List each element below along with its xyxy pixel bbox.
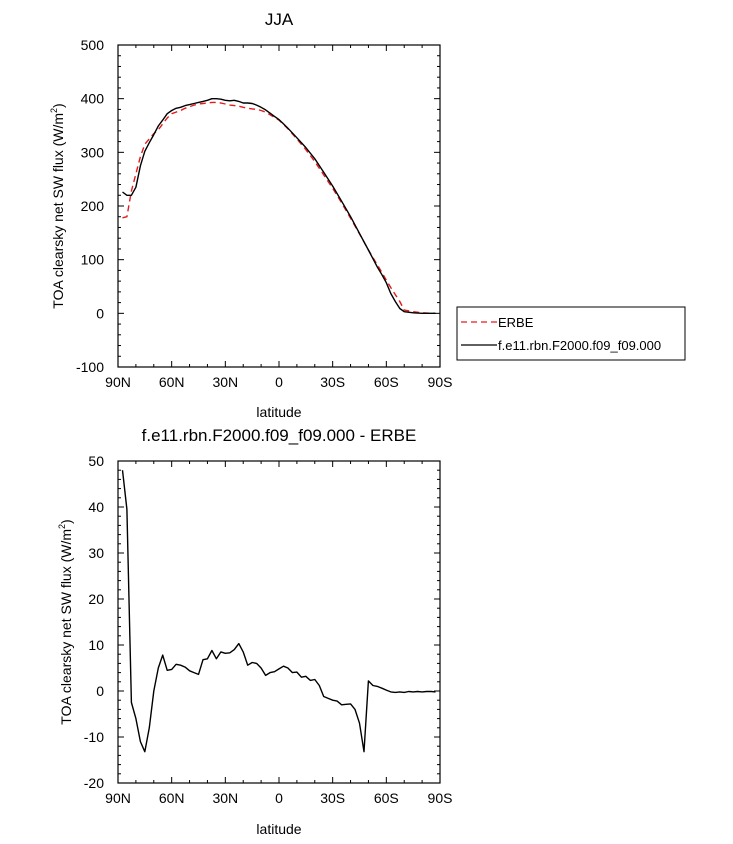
top-chart-legend: ERBE f.e11.rbn.F2000.f09_f09.000 bbox=[456, 306, 686, 361]
top-chart-xlabel: latitude bbox=[256, 404, 301, 420]
top-ytick-label: 300 bbox=[81, 144, 105, 160]
bottom-ylabel-main: TOA clearsky net SW flux (W/m bbox=[58, 529, 74, 725]
bottom-xtick-label: 30S bbox=[320, 790, 345, 806]
bottom-ytick-label: 10 bbox=[88, 637, 104, 653]
bottom-xtick-label: 0 bbox=[275, 790, 283, 806]
top-ytick-label: -100 bbox=[76, 359, 104, 375]
top-ytick-label: 200 bbox=[81, 198, 105, 214]
top-chart-ylabel: TOA clearsky net SW flux (W/m2) bbox=[49, 103, 66, 308]
bottom-chart-xlabel: latitude bbox=[256, 821, 301, 837]
top-plot-frame bbox=[117, 44, 441, 368]
bottom-series-line-0 bbox=[121, 470, 436, 753]
top-xtick-label: 30S bbox=[320, 374, 345, 390]
top-xtick-label: 60N bbox=[159, 374, 185, 390]
top-ylabel-main: TOA clearsky net SW flux (W/m bbox=[50, 113, 66, 309]
top-ytick-label: 400 bbox=[81, 91, 105, 107]
bottom-xtick-label: 60S bbox=[374, 790, 399, 806]
top-series-line-1 bbox=[122, 97, 436, 314]
top-ytick-label: 500 bbox=[81, 37, 105, 53]
bottom-xtick-label: 30N bbox=[212, 790, 238, 806]
top-xtick-label: 0 bbox=[275, 374, 283, 390]
top-ytick-label: 0 bbox=[96, 305, 104, 321]
bottom-ytick-label: 0 bbox=[96, 683, 104, 699]
legend-label-erbe: ERBE bbox=[498, 315, 534, 330]
top-chart-panel: JJA 90N 60N 30N 0 30S 60S 90S 500 400 300 200 100 0 -… bbox=[49, 10, 686, 420]
bottom-ytick-label: 40 bbox=[88, 499, 104, 515]
bottom-ylabel-superscript: 2 bbox=[57, 524, 67, 529]
top-xtick-label: 30N bbox=[212, 374, 238, 390]
bottom-ytick-label: 20 bbox=[88, 591, 104, 607]
bottom-ytick-label: -10 bbox=[84, 729, 104, 745]
bottom-chart-panel: f.e11.rbn.F2000.f09_f09.000 - ERBE 90N 60… bbox=[57, 426, 452, 837]
bottom-chart-ylabel: TOA clearsky net SW flux (W/m2) bbox=[57, 519, 74, 724]
legend-label-model: f.e11.rbn.F2000.f09_f09.000 bbox=[498, 338, 661, 353]
top-series-line-0 bbox=[122, 101, 436, 314]
top-plot-area: 90N 60N 30N 0 30S 60S 90S 500 400 300 200 100 0 -100 bbox=[76, 37, 452, 390]
bottom-plot-frame bbox=[117, 460, 441, 784]
bottom-ytick-label: -20 bbox=[84, 775, 104, 791]
top-ylabel-superscript: 2 bbox=[49, 108, 59, 113]
top-xtick-label: 90N bbox=[105, 374, 131, 390]
bottom-chart-title: f.e11.rbn.F2000.f09_f09.000 - ERBE bbox=[142, 426, 417, 445]
top-chart-title: JJA bbox=[265, 10, 294, 29]
top-xtick-label: 90S bbox=[428, 374, 453, 390]
top-ytick-label: 100 bbox=[81, 252, 105, 268]
bottom-xtick-label: 90S bbox=[428, 790, 453, 806]
bottom-ylabel-end: ) bbox=[58, 519, 74, 524]
bottom-ytick-label: 50 bbox=[88, 453, 104, 469]
top-xtick-label: 60S bbox=[374, 374, 399, 390]
bottom-plot-area: 90N 60N 30N 0 30S 60S 90S 50 40 30 20 10 0 -10 -20 bbox=[84, 453, 453, 806]
bottom-ytick-label: 30 bbox=[88, 545, 104, 561]
legend-box bbox=[456, 306, 686, 361]
top-ylabel-end: ) bbox=[50, 103, 66, 108]
bottom-xtick-label: 60N bbox=[159, 790, 185, 806]
bottom-xtick-label: 90N bbox=[105, 790, 131, 806]
